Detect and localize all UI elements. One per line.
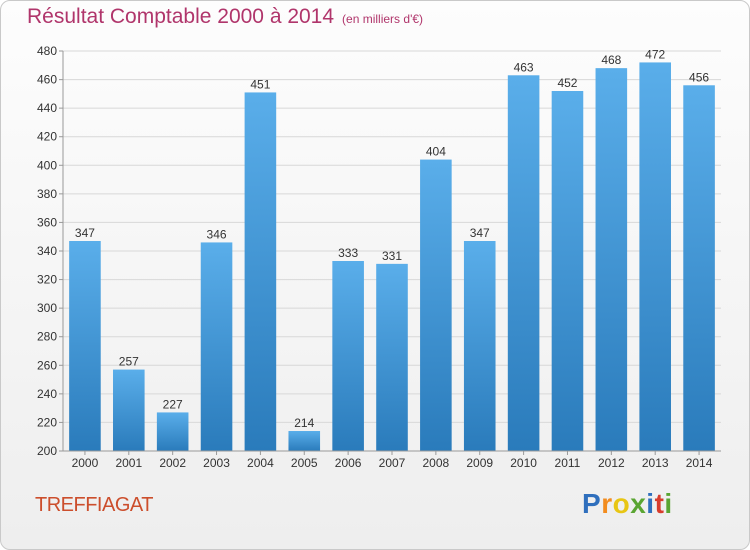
bar-value-label: 333 [338, 246, 358, 260]
bar-value-label: 227 [163, 397, 183, 411]
x-tick-label: 2001 [115, 456, 142, 470]
bar-value-label: 452 [557, 76, 577, 90]
y-tick-label: 480 [37, 44, 57, 58]
bar [595, 68, 628, 452]
proxiti-logo: Proxiti [582, 488, 673, 520]
y-tick-label: 420 [37, 130, 57, 144]
bar-value-label: 331 [382, 249, 402, 263]
x-tick-label: 2003 [203, 456, 230, 470]
x-tick-label: 2014 [686, 456, 713, 470]
logo-letter: o [612, 488, 631, 519]
y-tick-label: 220 [37, 415, 57, 429]
bar [639, 62, 671, 452]
logo-letter: i [664, 488, 673, 519]
x-axis: 2000 2001 2002 2003 2004 2005 2006 2007 2008 2009… [63, 450, 721, 470]
y-tick-label: 360 [37, 215, 57, 229]
y-tick-label: 380 [37, 187, 57, 201]
x-tick-label: 2007 [379, 456, 406, 470]
bar [332, 261, 364, 451]
bar-value-label: 347 [75, 226, 95, 240]
bar-chart: 200 220 240 260 280 300 320 340 360 380 400 420 440 4… [37, 44, 721, 470]
y-tick-label: 400 [37, 158, 57, 172]
y-tick-label: 320 [37, 273, 57, 287]
x-tick-label: 2000 [72, 456, 99, 470]
bar [113, 369, 145, 451]
bar-value-label: 451 [250, 77, 270, 91]
y-tick-label: 200 [37, 444, 57, 458]
x-tick-label: 2010 [510, 456, 537, 470]
x-tick-label: 2011 [555, 456, 581, 470]
bar [69, 241, 101, 451]
commune-name: TREFFIAGAT [35, 494, 153, 516]
chart-title-text: Résultat Comptable 2000 à 2014 [27, 5, 335, 28]
bar [683, 85, 715, 452]
y-tick-label: 340 [37, 244, 57, 258]
y-tick-label: 300 [37, 301, 57, 315]
x-tick-label: 2013 [642, 456, 669, 470]
bar-value-label: 214 [294, 416, 314, 430]
logo-letter: r [601, 488, 613, 519]
bar [551, 91, 584, 451]
bar-value-label: 456 [689, 70, 709, 84]
bar-value-label: 257 [119, 355, 139, 369]
bar [288, 431, 321, 451]
y-tick-label: 260 [37, 358, 57, 372]
bar-value-label: 468 [601, 53, 621, 67]
logo-letter: t [654, 488, 665, 519]
bar [507, 75, 540, 452]
x-tick-label: 2009 [466, 456, 493, 470]
x-tick-label: 2004 [247, 456, 274, 470]
x-tick-label: 2005 [291, 456, 318, 470]
bar [156, 412, 189, 451]
x-tick-label: 2002 [159, 456, 186, 470]
bar [376, 263, 408, 451]
logo-letter: i [646, 488, 655, 519]
bar [244, 92, 277, 451]
bar-value-label: 346 [207, 227, 227, 241]
y-tick-label: 440 [37, 101, 57, 115]
y-axis: 200 220 240 260 280 300 320 340 360 380 400 420 440 4… [37, 44, 64, 458]
x-tick-label: 2006 [335, 456, 362, 470]
x-tick-label: 2012 [598, 456, 625, 470]
logo-letter: P [582, 488, 602, 519]
bar-value-label: 347 [470, 226, 490, 240]
bar [463, 241, 496, 451]
y-tick-label: 240 [37, 387, 57, 401]
bar [200, 242, 233, 451]
y-tick-label: 280 [37, 330, 57, 344]
chart-subtitle: (en milliers d'€) [342, 12, 424, 26]
bar-value-label: 463 [514, 60, 534, 74]
logo-letter: x [630, 488, 647, 519]
x-tick-label: 2008 [423, 456, 450, 470]
y-tick-label: 460 [37, 73, 57, 87]
bar-value-label: 472 [645, 47, 665, 61]
bar-value-label: 404 [426, 145, 446, 159]
bar [420, 159, 452, 452]
bars: 347 257 227 346 451 214 333 331 404 347 463 452 468 4… [69, 47, 715, 452]
chart-title: Résultat Comptable 2000 à 2014 (en millie… [27, 5, 423, 29]
